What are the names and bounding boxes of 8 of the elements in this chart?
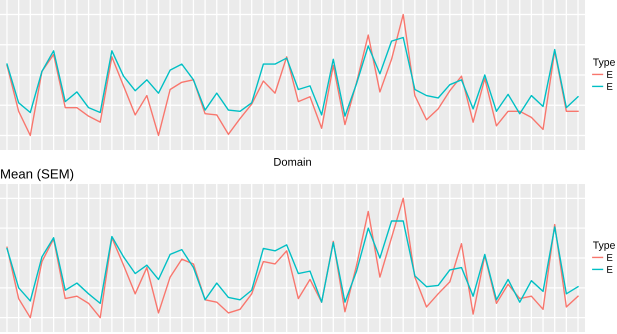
legend-label: E xyxy=(607,254,612,261)
legend-label: E xyxy=(607,266,612,273)
chart-title: Mean (SEM) xyxy=(1,168,74,182)
x-axis-title: Domain xyxy=(274,158,311,166)
legend-label: E xyxy=(607,83,612,90)
legend-title: Type xyxy=(593,242,615,251)
legend-title: Type xyxy=(593,58,615,68)
legend-label: E xyxy=(607,71,612,78)
